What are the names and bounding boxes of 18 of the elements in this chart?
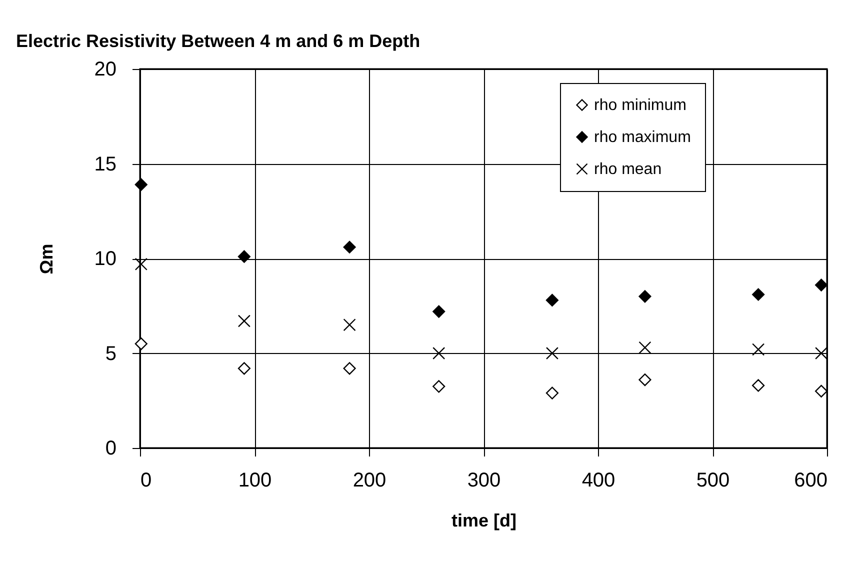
x-tick-label: 100 [238, 470, 272, 492]
x-axis-title: time [d] [452, 510, 516, 530]
y-tick-label: 15 [94, 153, 116, 176]
x-tick-label: 600 [794, 470, 828, 492]
legend-label: rho mean [594, 161, 662, 178]
x-tick-label: 400 [582, 470, 616, 492]
legend-label: rho maximum [594, 129, 691, 146]
x-tick-label: 500 [696, 470, 730, 492]
x-tick-label: 200 [352, 470, 386, 492]
y-tick-label: 10 [94, 248, 116, 270]
y-tick-label: 5 [105, 342, 116, 365]
y-tick-label: 0 [105, 438, 116, 460]
x-tick-label: 0 [140, 470, 152, 492]
y-tick-label: 20 [94, 58, 116, 80]
legend-label: rho minimum [594, 97, 686, 114]
x-tick-label: 300 [467, 470, 501, 492]
chart-title: Electric Resistivity Between 4 m and 6 m Depth [16, 31, 420, 51]
y-axis-title: Ωm [36, 244, 56, 274]
